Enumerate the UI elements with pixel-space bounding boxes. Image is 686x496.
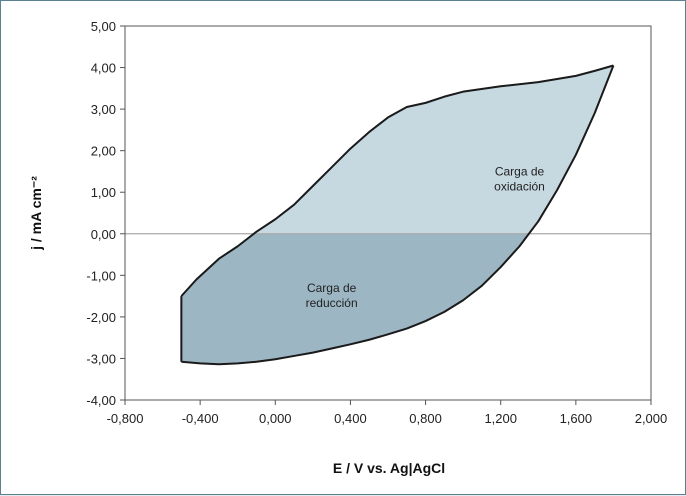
annotation-1: Carga de reducción [306,281,358,310]
y-tick-label: 0,00 [91,227,116,242]
y-tick-label: 1,00 [91,185,116,200]
y-tick-label: 4,00 [91,61,116,76]
y-axis-title: j / mA cm⁻² [28,176,44,251]
reduction-region [181,233,529,365]
series-0-line [180,64,614,297]
oxidation-region [253,65,614,234]
x-tick-label: 0,000 [259,411,292,426]
x-tick-label: -0,400 [182,411,219,426]
x-tick-label: 1,200 [484,411,517,426]
plot-area [124,25,652,401]
x-tick-label: 1,600 [560,411,593,426]
y-tick-label: -1,00 [86,268,116,283]
y-tick-label: -2,00 [86,310,116,325]
annotation-0: Carga de oxidación [494,165,545,194]
x-tick-label: -0,800 [107,411,144,426]
y-tick-label: -4,00 [86,393,116,408]
x-axis-title: E / V vs. Ag|AgCl [333,460,445,476]
y-tick-label: 5,00 [91,19,116,34]
y-tick-label: 3,00 [91,102,116,117]
x-tick-label: 0,800 [409,411,442,426]
y-tick-label: 2,00 [91,144,116,159]
series-1-line [181,65,615,366]
x-tick-label: 2,000 [635,411,668,426]
x-tick-label: 0,400 [334,411,367,426]
y-tick-label: -3,00 [86,351,116,366]
